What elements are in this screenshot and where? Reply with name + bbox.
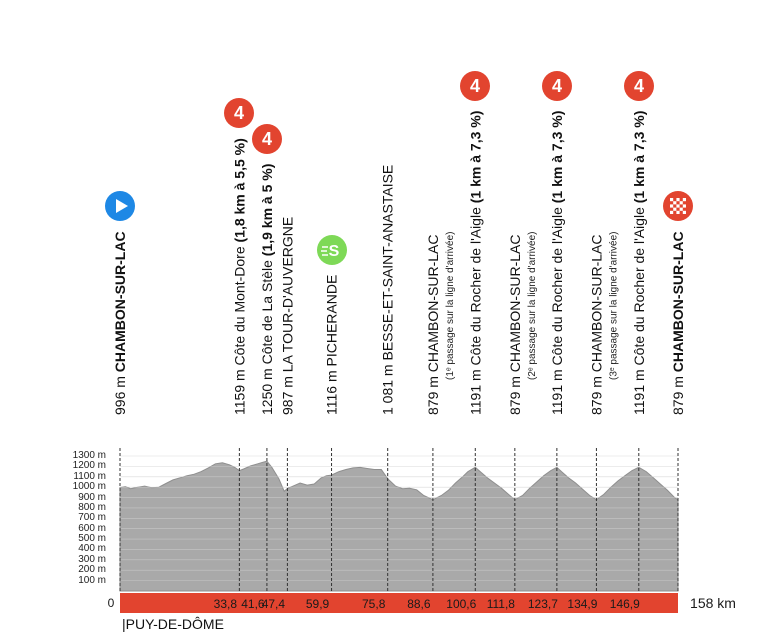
km-tick-label: 41,6 [241,597,265,611]
waypoint-label: 996 m CHAMBON-SUR-LAC [112,231,129,415]
y-tick-label: 300 m [78,553,106,565]
km-tick-label: 134,9 [567,597,598,611]
y-tick-label: 1300 m [72,450,106,461]
waypoint-altitude: 879 m [670,372,686,415]
waypoint-altitude: 1116 m [323,366,340,415]
waypoint-note: (2ᵉ passage sur la ligne d'arrivée) [526,231,538,380]
waypoint-name: Côte du Rocher de l'Aigle [467,207,484,366]
waypoint-name: PICHERANDE [323,274,340,367]
waypoint-name: CHAMBON-SUR-LAC [670,231,686,373]
waypoint-label: 987 m LA TOUR-D'AUVERGNE [279,216,296,415]
sprint-icon: S [316,234,347,265]
waypoint-label: 879 m CHAMBON-SUR-LAC [424,234,442,416]
svg-text:4: 4 [262,129,272,149]
waypoint-label: 1159 m Côte du Mont-Dore (1,8 km à 5,5 %… [231,138,248,415]
waypoint-altitude: 987 m [279,372,296,415]
waypoint-label: 1 081 m BESSE-ET-SAINT-ANASTAISE [379,164,397,415]
waypoint-altitude: 1 081 m [379,360,396,415]
y-tick-label: 600 m [78,522,106,534]
km-tick-label: 59,9 [305,597,330,611]
distance-bar [120,593,678,613]
climb-category-icon: 4 [623,70,654,101]
km-tick-label: 146,9 [609,597,640,611]
climb-detail: (1 km à 7,3 %) [548,110,565,208]
waypoint-note-label: (1ᵉ passage sur la ligne d'arrivée) [441,232,457,382]
waypoint-name: Côte de La Stèle [258,260,275,365]
climb-detail: (1 km à 7,3 %) [630,110,647,208]
waypoint-name: CHAMBON-SUR-LAC [112,231,128,373]
waypoint-altitude: 1191 m [548,365,565,415]
waypoint-name: CHAMBON-SUR-LAC [424,234,441,373]
y-tick-label: 400 m [78,543,106,555]
waypoint-altitude: 1250 m [258,364,275,415]
climb-detail: (1,8 km à 5,5 %) [231,138,248,247]
waypoint-label: 879 m CHAMBON-SUR-LAC [670,231,687,415]
y-tick-label: 1100 m [73,470,106,482]
waypoint-name: CHAMBON-SUR-LAC [588,234,605,373]
waypoint-altitude: 1191 m [630,365,647,415]
waypoint-altitude: 879 m [588,372,605,415]
km-tick-label: 111,8 [486,597,515,611]
y-tick-label: 800 m [78,501,106,513]
waypoint-label: 879 m CHAMBON-SUR-LAC [588,234,605,416]
svg-text:4: 4 [634,76,644,96]
waypoint-label: 1191 m Côte du Rocher de l'Aigle (1 km à… [630,110,648,415]
km-tick-label: 100,6 [446,597,477,611]
climb-category-icon: 4 [251,123,282,154]
waypoint-altitude: 996 m [112,372,128,415]
x-total-label: 158 km [690,595,736,611]
climb-category-icon: 4 [224,98,255,129]
svg-text:S: S [328,243,339,260]
waypoint-label: 1250 m Côte de La Stèle (1,9 km à 5 %) [258,163,276,415]
start-icon [105,191,135,222]
waypoint-altitude: 1191 m [467,365,484,415]
waypoint-note-label: (3ᵉ passage sur la ligne d'arrivée) [604,232,620,382]
waypoint-name: Côte du Rocher de l'Aigle [630,207,647,366]
climb-detail: (1,9 km à 5 %) [258,163,275,261]
waypoint-altitude: 879 m [424,372,441,415]
y-tick-label: 700 m [78,512,106,524]
waypoint-name: CHAMBON-SUR-LAC [506,234,523,373]
y-tick-label: 900 m [78,491,106,503]
y-tick-label: 100 m [78,574,106,586]
waypoint-altitude: 879 m [506,372,523,415]
waypoint-name: Côte du Rocher de l'Aigle [548,207,565,366]
climb-category-icon: 4 [460,70,491,101]
waypoint-altitude: 1159 m [231,365,248,415]
waypoint-name: BESSE-ET-SAINT-ANASTAISE [379,164,396,361]
waypoint-label: 1191 m Côte du Rocher de l'Aigle (1 km à… [467,110,484,415]
waypoint-note-label: (2ᵉ passage sur la ligne d'arrivée) [523,232,539,382]
climb-category-icon: 4 [541,70,572,101]
svg-text:4: 4 [470,76,480,96]
waypoint-name: LA TOUR-D'AUVERGNE [279,216,296,373]
finish-flag-icon [663,191,693,222]
km-tick-label: 47,4 [261,597,286,611]
svg-text:4: 4 [234,103,244,123]
waypoint-name: Côte du Mont-Dore [231,246,248,366]
y-tick-label: 1200 m [72,460,106,472]
y-tick-label: 200 m [78,564,106,576]
waypoint-note: (3ᵉ passage sur la ligne d'arrivée) [608,231,620,380]
km-tick-label: 123,7 [527,597,558,611]
y-tick-label: 500 m [78,533,106,545]
waypoint-label: 1116 m PICHERANDE [323,274,341,415]
waypoint-note: (1ᵉ passage sur la ligne d'arrivée) [444,231,456,380]
svg-text:4: 4 [552,76,562,96]
km-tick-label: 88,6 [407,597,431,611]
x-zero-label: 0 [107,596,115,610]
y-tick-label: 1000 m [72,481,106,493]
waypoint-label: 879 m CHAMBON-SUR-LAC [506,234,524,416]
climb-detail: (1 km à 7,3 %) [467,110,484,208]
waypoint-label: 1191 m Côte du Rocher de l'Aigle (1 km à… [548,110,566,415]
km-tick-label: 33,8 [213,597,238,611]
department-label: |PUY-DE-DÔME [122,616,224,632]
km-tick-label: 75,8 [362,597,386,611]
